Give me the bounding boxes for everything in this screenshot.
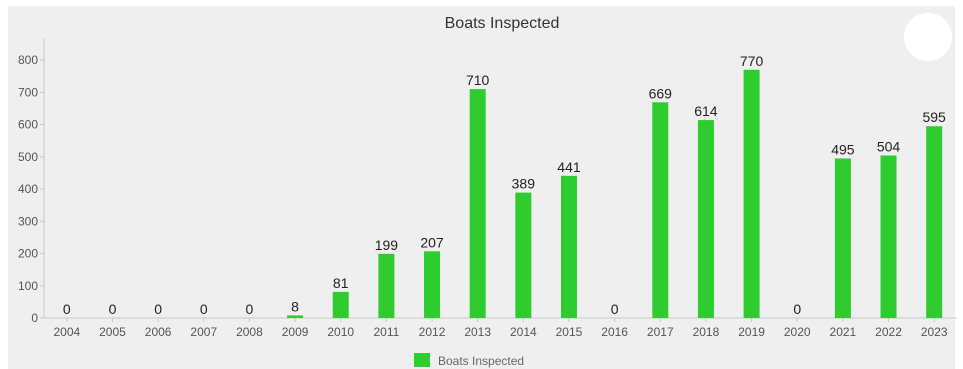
bar[interactable]	[378, 253, 395, 318]
x-tick-label: 2004	[53, 325, 80, 339]
data-label: 0	[793, 301, 801, 317]
bar[interactable]	[652, 102, 669, 318]
x-tick-label: 2008	[236, 325, 263, 339]
y-tick-label: 700	[18, 85, 38, 99]
y-tick-label: 200	[18, 247, 38, 261]
x-tick-label: 2018	[693, 325, 720, 339]
y-tick-label: 0	[31, 311, 38, 325]
y-tick-label: 400	[18, 182, 38, 196]
data-label: 0	[200, 301, 208, 317]
y-tick-label: 800	[18, 53, 38, 67]
bar[interactable]	[926, 126, 943, 318]
x-tick-label: 2006	[145, 325, 172, 339]
x-tick-label: 2022	[875, 325, 902, 339]
data-label: 0	[154, 301, 162, 317]
data-label: 199	[375, 237, 399, 253]
legend-label: Boats Inspected	[438, 354, 524, 368]
x-tick-label: 2020	[784, 325, 811, 339]
x-tick-label: 2017	[647, 325, 674, 339]
y-axis: 0 100 200 300 400 500 600 700 800	[18, 38, 45, 325]
x-tick-label: 2011	[373, 325, 399, 339]
bar[interactable]	[697, 120, 714, 319]
x-tick-label: 2015	[556, 325, 583, 339]
bar[interactable]	[515, 192, 532, 318]
bar[interactable]	[469, 89, 486, 318]
chart-title: Boats Inspected	[445, 15, 560, 32]
bars	[287, 69, 943, 319]
data-label: 0	[611, 301, 619, 317]
data-label: 504	[877, 139, 901, 155]
data-label: 0	[63, 301, 71, 317]
x-axis: 2004 2005 2006 2007 2008 2009 2010 2011 2012 2013…	[44, 317, 957, 339]
bar[interactable]	[332, 291, 349, 318]
bar[interactable]	[287, 315, 304, 318]
x-tick-label: 2005	[99, 325, 126, 339]
data-label: 441	[557, 159, 581, 175]
x-tick-label: 2009	[282, 325, 309, 339]
x-tick-label: 2014	[510, 325, 537, 339]
y-tick-label: 600	[18, 118, 38, 132]
x-tick-label: 2013	[464, 325, 491, 339]
bar[interactable]	[424, 251, 441, 318]
bar[interactable]	[880, 155, 897, 318]
data-label: 495	[831, 141, 855, 157]
data-label: 207	[420, 234, 444, 250]
bar[interactable]	[834, 158, 851, 318]
data-label: 770	[740, 53, 764, 69]
y-tick-label: 500	[18, 150, 38, 164]
bar[interactable]	[560, 175, 577, 318]
data-label: 595	[922, 109, 946, 125]
data-label: 389	[512, 176, 536, 192]
x-tick-label: 2016	[601, 325, 628, 339]
circle-button-icon[interactable]	[904, 13, 952, 61]
y-tick-label: 100	[18, 279, 38, 293]
y-tick-label: 300	[18, 214, 38, 228]
data-label: 81	[333, 275, 349, 291]
legend-swatch	[414, 353, 430, 367]
x-tick-label: 2007	[190, 325, 217, 339]
data-label: 8	[291, 298, 299, 314]
x-tick-label: 2023	[921, 325, 948, 339]
bar[interactable]	[743, 69, 760, 318]
legend: Boats Inspected	[414, 353, 524, 368]
x-tick-label: 2010	[327, 325, 354, 339]
x-tick-label: 2012	[419, 325, 446, 339]
x-tick-label: 2021	[830, 325, 857, 339]
data-label: 614	[694, 103, 718, 119]
data-label: 710	[466, 72, 490, 88]
x-tick-label: 2019	[738, 325, 765, 339]
data-label: 0	[246, 301, 254, 317]
data-label: 669	[649, 85, 673, 101]
data-label: 0	[109, 301, 117, 317]
value-labels: 0 0 0 0 0 8 81 199 207 710 389 441 0 669 614 770 0 495 504…	[63, 53, 946, 317]
